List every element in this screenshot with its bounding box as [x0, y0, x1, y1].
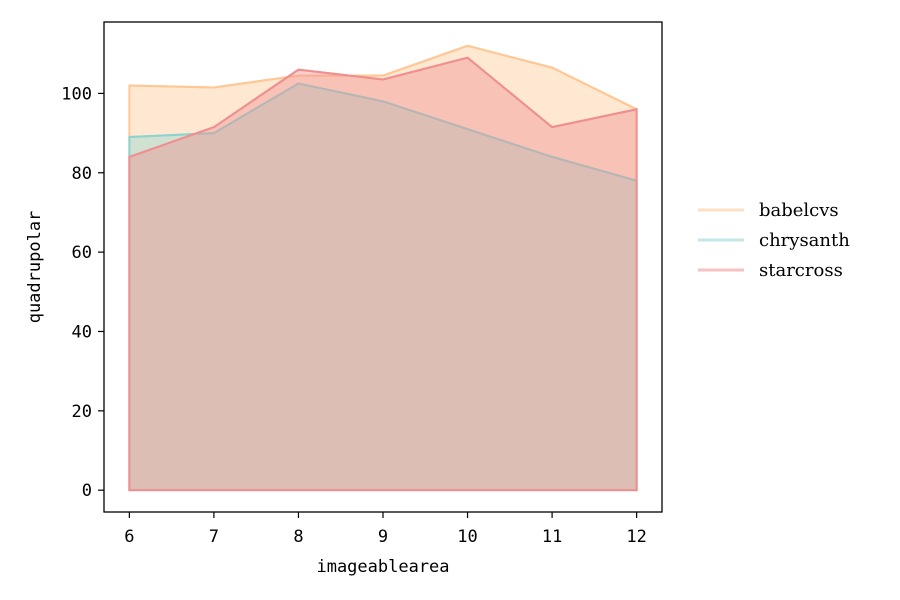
y-tick-label: 0	[82, 481, 92, 501]
x-axis-label: imageablearea	[316, 557, 449, 577]
x-tick-label: 10	[457, 527, 477, 547]
legend: babelcvs chrysanth starcross	[698, 200, 850, 281]
plot-areas	[128, 44, 638, 492]
x-tick-label: 6	[124, 527, 134, 547]
y-axis-label: quadrupolar	[25, 211, 45, 324]
y-tick-label: 20	[72, 402, 92, 422]
y-tick-label: 100	[61, 84, 92, 104]
line-chrysanth	[129, 82, 637, 182]
x-tick-label: 12	[626, 527, 646, 547]
x-tick-label: 8	[293, 527, 303, 547]
line-babelcvs	[129, 44, 638, 111]
x-axis: 6 7 8 9 10 11 12	[124, 512, 647, 547]
x-tick-label: 7	[209, 527, 219, 547]
y-tick-label: 60	[72, 243, 92, 263]
y-tick-label: 40	[72, 322, 92, 342]
legend-label-starcross: starcross	[759, 260, 843, 281]
y-axis: 0 20 40 60 80 100	[61, 84, 104, 501]
line-starcross	[129, 56, 637, 158]
x-tick-label: 11	[542, 527, 562, 547]
x-tick-label: 9	[378, 527, 388, 547]
legend-label-chrysanth: chrysanth	[759, 230, 850, 251]
y-tick-label: 80	[72, 164, 92, 184]
legend-label-babelcvs: babelcvs	[759, 200, 839, 221]
